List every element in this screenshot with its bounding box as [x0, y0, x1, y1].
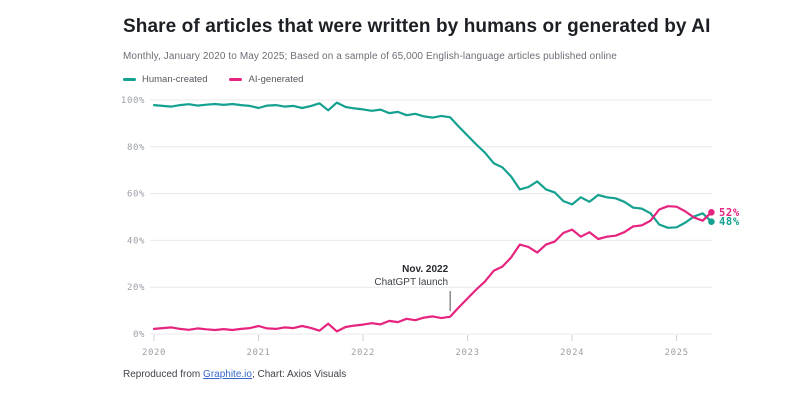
x-tick-label: 2024 [560, 348, 584, 358]
source-suffix: ; Chart: Axios Visuals [251, 369, 347, 380]
x-tick-label: 2021 [246, 348, 270, 358]
legend: Human-created AI-generated [123, 74, 303, 85]
y-tick-label: 60% [127, 190, 145, 200]
y-tick-label: 20% [127, 283, 145, 293]
legend-label-human: Human-created [142, 74, 208, 85]
chart-title: Share of articles that were written by h… [123, 16, 711, 37]
series-line-human-created [152, 101, 713, 229]
series-end-dot-ai-generated [708, 209, 715, 216]
x-tick-label: 2023 [456, 348, 480, 358]
chart-subtitle: Monthly, January 2020 to May 2025; Based… [123, 51, 617, 62]
legend-label-ai: AI-generated [248, 74, 304, 85]
x-tick-label: 2025 [665, 348, 689, 358]
graphite-link[interactable]: Graphite.io [203, 369, 252, 380]
y-tick-label: 100% [121, 96, 145, 106]
annotation-date: Nov. 2022 [402, 264, 448, 275]
series-line-ai-generated [152, 205, 713, 333]
y-tick-label: 40% [127, 236, 145, 246]
y-tick-label: 80% [127, 143, 145, 153]
x-tick-label: 2022 [351, 348, 375, 358]
series-end-label-human-created: 48% [719, 216, 740, 228]
source-prefix: Reproduced from [123, 369, 204, 380]
legend-item-human: Human-created [123, 74, 207, 85]
ai-line-swatch-icon [229, 78, 243, 81]
annotation-text: ChatGPT launch [374, 277, 448, 288]
x-tick-label: 2020 [142, 348, 166, 358]
series-end-dot-human-created [708, 218, 715, 225]
series-end-label-ai-generated: 52% [719, 207, 740, 219]
source-line: Reproduced from Graphite.io; Chart: Axio… [123, 369, 346, 380]
human-line-swatch-icon [123, 78, 136, 81]
y-tick-label: 0% [133, 330, 145, 340]
legend-item-ai: AI-generated [229, 74, 303, 85]
